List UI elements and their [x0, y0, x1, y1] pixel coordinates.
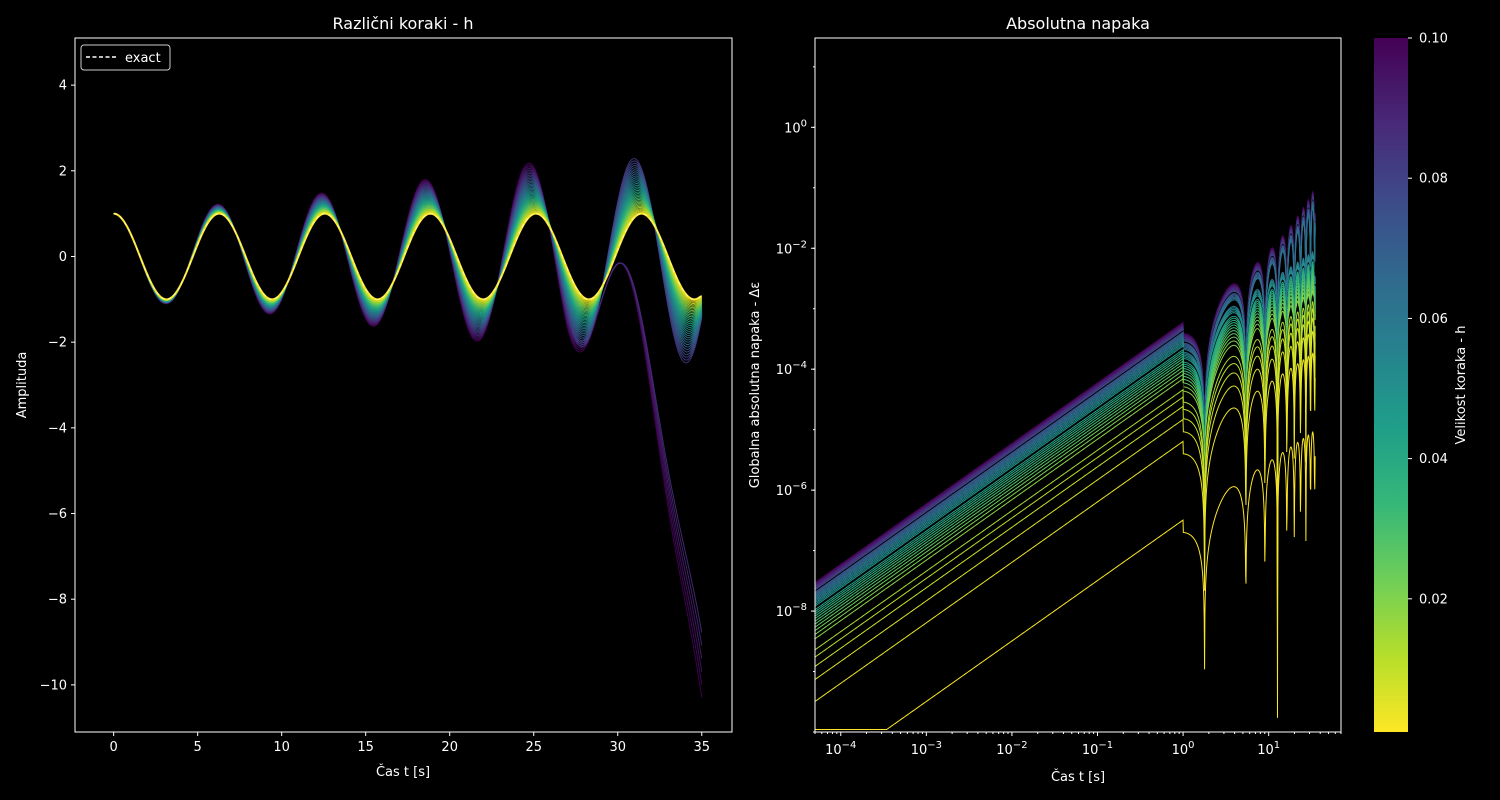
- right-series-curve: [815, 250, 1316, 601]
- right-ytick-label: 10−2: [776, 239, 807, 257]
- right-series-curve: [815, 264, 1316, 615]
- right-series-curve: [815, 274, 1316, 625]
- left-ylabel: Amplituda: [15, 352, 30, 419]
- left-ytick-label: 0: [59, 250, 67, 265]
- right-xtick-label: 10−1: [1082, 740, 1113, 758]
- right-xlabel: Čas t [s]: [1051, 769, 1105, 785]
- right-series-curve: [815, 197, 1316, 591]
- left-ytick-label: −2: [48, 336, 67, 351]
- right-series-curve: [815, 193, 1316, 587]
- right-series-curve: [815, 307, 1316, 658]
- right-series-curve: [815, 204, 1316, 598]
- right-ylabel: Globalna absolutna napaka - Δε: [748, 282, 763, 489]
- right-series-curve: [815, 262, 1316, 613]
- colorbar: 0.10 0.08 0.06 0.04 0.02 Velikost koraka - h: [1374, 32, 1469, 732]
- right-series-curve: [815, 269, 1316, 619]
- right-curves: [815, 190, 1316, 730]
- colorbar-tick-label: 0.10: [1419, 32, 1448, 47]
- right-title: Absolutna napaka: [1006, 14, 1150, 33]
- right-ytick-label: 10−8: [776, 602, 807, 620]
- colorbar-tick-label: 0.04: [1419, 452, 1448, 467]
- colorbar-tick-label: 0.06: [1419, 312, 1448, 327]
- right-series-curve: [815, 195, 1316, 589]
- left-xtick-label: 20: [441, 740, 458, 755]
- right-ticks: 10−4 10−3 10−2 10−1 100 101 100 10−2 10−4 10−6 10−…: [776, 66, 1342, 758]
- right-xtick-label: 10−4: [825, 740, 856, 758]
- right-series-curve: [815, 191, 1316, 585]
- left-ytick-label: 2: [59, 164, 67, 179]
- right-series-curve: [815, 260, 1316, 611]
- right-series-curve: [815, 266, 1316, 617]
- right-xtick-label: 10−3: [911, 740, 942, 758]
- right-series-curve: [815, 199, 1316, 593]
- right-series-curve: [815, 256, 1316, 607]
- right-xtick-label: 10−2: [996, 740, 1027, 758]
- right-series-curve: [815, 258, 1316, 609]
- left-xtick-label: 30: [609, 740, 626, 755]
- colorbar-label: Velikost koraka - h: [1454, 326, 1469, 445]
- colorbar-ticks: 0.10 0.08 0.06 0.04 0.02: [1408, 32, 1448, 607]
- left-xtick-label: 35: [693, 740, 710, 755]
- left-xtick-label: 5: [194, 740, 202, 755]
- legend-label-exact: exact: [125, 51, 161, 66]
- left-xtick-label: 15: [357, 740, 374, 755]
- left-ytick-label: 4: [59, 79, 67, 94]
- left-axes-frame: [74, 37, 733, 733]
- right-series-curve: [815, 330, 1316, 680]
- right-series-curve: [815, 255, 1316, 605]
- right-series-curve: [815, 192, 1316, 586]
- left-title: Različni koraki - h: [333, 14, 474, 33]
- right-series-curve: [815, 252, 1316, 602]
- right-series-curve: [815, 352, 1316, 702]
- right-series-curve: [815, 190, 1316, 583]
- right-series-curve: [815, 201, 1316, 594]
- left-xtick-label: 25: [525, 740, 542, 755]
- legend-box: [80, 44, 171, 71]
- right-series-curve: [815, 198, 1316, 592]
- left-ytick-label: −8: [48, 593, 67, 608]
- legend: exact: [80, 44, 171, 71]
- right-series-curve: [815, 300, 1316, 651]
- colorbar-gradient: [1374, 38, 1408, 732]
- right-series-curve: [815, 317, 1316, 667]
- left-exact-curve: [113, 213, 702, 300]
- right-ytick-label: 10−4: [776, 360, 807, 378]
- right-series-curve: [815, 203, 1316, 597]
- colorbar-tick-label: 0.02: [1419, 592, 1448, 607]
- right-ytick-label: 10−6: [776, 481, 807, 499]
- left-ytick-label: −6: [48, 507, 67, 522]
- right-xtick-label: 100: [1172, 740, 1195, 758]
- left-curves: [113, 158, 703, 698]
- right-ytick-label: 100: [784, 118, 807, 136]
- right-series-curve: [815, 281, 1316, 632]
- colorbar-tick-label: 0.08: [1419, 172, 1448, 187]
- right-series-curve: [815, 277, 1316, 628]
- right-series-curve: [815, 430, 1316, 730]
- right-series-curve: [815, 196, 1316, 590]
- left-ytick-label: −10: [40, 678, 67, 693]
- right-series-curve: [815, 206, 1316, 599]
- left-xtick-label: 10: [273, 740, 290, 755]
- left-ytick-label: −4: [48, 421, 67, 436]
- right-series-curve: [815, 294, 1316, 645]
- right-series-curve: [815, 191, 1316, 584]
- right-series-curve: [815, 271, 1316, 622]
- right-xtick-label: 101: [1257, 740, 1280, 758]
- left-xlabel: Čas t [s]: [376, 764, 430, 780]
- right-axes-frame: [814, 37, 1342, 733]
- right-plot: Absolutna napaka 10−4 10−3 10−2 10−1 100 1011…: [748, 14, 1342, 785]
- left-xtick-label: 0: [110, 740, 118, 755]
- right-series-curve: [815, 289, 1316, 640]
- right-series-curve: [815, 253, 1316, 604]
- right-series-curve: [815, 202, 1316, 596]
- right-series-curve: [815, 194, 1316, 588]
- left-plot: Različni koraki - h 0 5 10 15 20 25 30 35420−2−…: [15, 14, 733, 780]
- right-series-curve: [815, 285, 1316, 635]
